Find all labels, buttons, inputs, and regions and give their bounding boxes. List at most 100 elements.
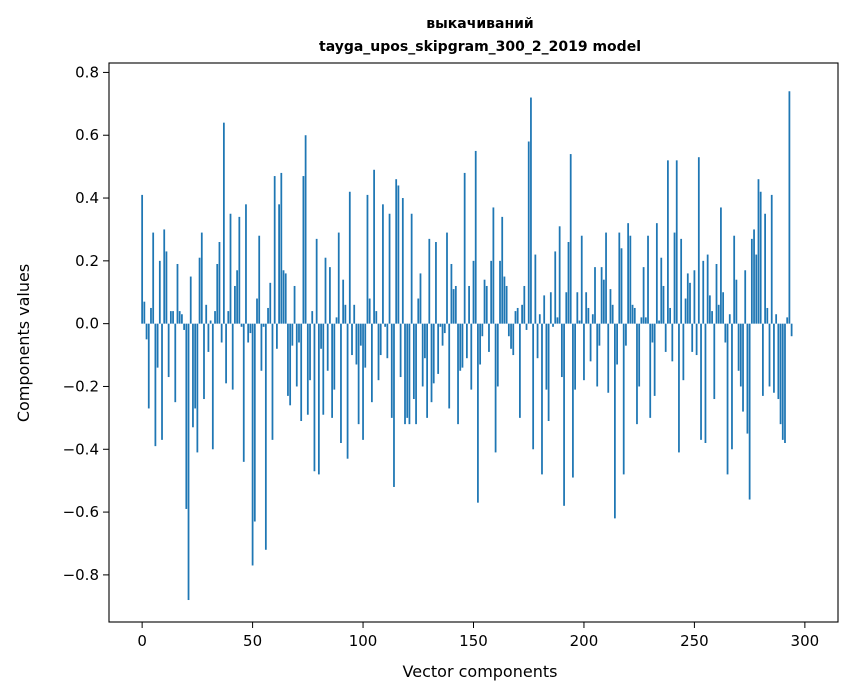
bar-component-96 [353,304,356,324]
bar-component-1 [143,301,146,324]
bar-component-33 [214,311,216,324]
bar-component-210 [605,232,607,324]
chart-title-line-1: выкачиваний [426,16,534,32]
bar-component-91 [342,279,345,324]
bar-component-250 [693,270,696,324]
bar-component-152 [477,323,479,503]
bar-component-104 [371,323,373,403]
bar-component-265 [726,323,729,475]
bar-component-2 [145,323,148,340]
bar-component-60 [273,176,276,324]
bar-component-64 [282,270,285,324]
x-tick-label: 100 [349,632,378,650]
bar-component-72 [300,323,303,422]
bar-component-38 [225,323,227,384]
bar-component-232 [653,323,656,396]
bar-component-276 [750,238,753,324]
y-tick-label: 0.4 [75,189,99,207]
bar-component-32 [211,323,214,450]
bar-component-208 [600,267,603,324]
bar-component-88 [335,317,338,324]
bar-component-75 [306,323,309,415]
bar-component-277 [753,229,755,324]
bar-component-259 [713,323,716,400]
bar-component-167 [510,323,512,349]
bar-component-116 [397,185,400,324]
bar-component-68 [291,323,294,346]
bar-component-107 [377,323,380,381]
bar-component-145 [461,323,464,368]
bar-component-84 [326,323,329,371]
bar-component-205 [594,267,596,324]
bar-component-8 [158,260,161,324]
bar-component-257 [708,295,711,324]
bar-component-202 [587,307,590,324]
bar-component-155 [483,279,486,324]
bar-component-136 [441,323,444,346]
bar-component-175 [527,141,530,324]
bar-component-247 [686,273,689,324]
bar-component-292 [786,317,789,324]
bar-component-47 [245,204,247,324]
bar-component-13 [169,311,172,324]
bar-component-273 [744,270,747,324]
bar-component-166 [507,323,510,337]
bar-component-234 [658,320,660,324]
bar-component-69 [293,285,296,324]
bar-component-186 [552,323,554,327]
bar-component-115 [395,179,398,324]
bar-component-153 [479,323,482,365]
bar-component-163 [501,216,504,324]
bar-component-189 [558,226,561,324]
bar-component-11 [165,251,168,324]
bar-component-108 [379,323,382,356]
bar-component-214 [614,323,616,519]
bar-component-216 [618,232,621,324]
bar-component-124 [415,323,417,425]
bar-component-267 [731,323,733,450]
bar-component-239 [669,307,671,324]
bar-component-86 [331,323,333,418]
bar-component-118 [401,198,404,324]
bar-component-263 [722,292,725,324]
bar-component-238 [667,160,669,324]
bar-component-287 [775,314,778,324]
x-axis-ticks: 0 50 100 150 200 250 300 [137,622,819,650]
bar-component-127 [421,323,424,387]
bar-component-213 [611,304,614,324]
bar-component-141 [452,289,455,324]
bar-component-177 [532,323,535,450]
bar-component-270 [737,323,740,371]
bar-component-55 [262,323,265,327]
bar-component-44 [238,216,241,324]
bar-component-242 [675,160,678,324]
bar-component-111 [386,323,389,359]
bar-component-219 [625,323,627,346]
bar-component-62 [278,204,280,324]
bar-component-209 [602,279,605,324]
bar-component-226 [640,317,643,324]
bar-component-279 [757,179,760,324]
bar-component-130 [428,238,431,324]
bar-component-99 [359,323,362,346]
bar-component-73 [302,176,305,324]
bar-component-59 [271,323,274,440]
x-tick-label: 250 [680,632,709,650]
bar-component-228 [644,317,647,324]
y-tick-label: 0.6 [75,126,99,144]
bar-component-201 [585,292,588,324]
bar-component-23 [192,323,194,428]
bar-component-148 [468,285,470,324]
bar-component-26 [198,257,201,324]
bar-component-224 [636,323,638,425]
bar-component-185 [549,292,552,324]
bar-component-100 [362,323,364,440]
bar-component-256 [706,254,709,324]
bar-component-30 [207,323,210,352]
bar-component-283 [766,307,769,324]
y-axis-title: Components values [14,264,33,422]
bar-component-182 [543,295,546,324]
bar-component-112 [388,213,391,324]
bar-component-4 [150,307,152,324]
